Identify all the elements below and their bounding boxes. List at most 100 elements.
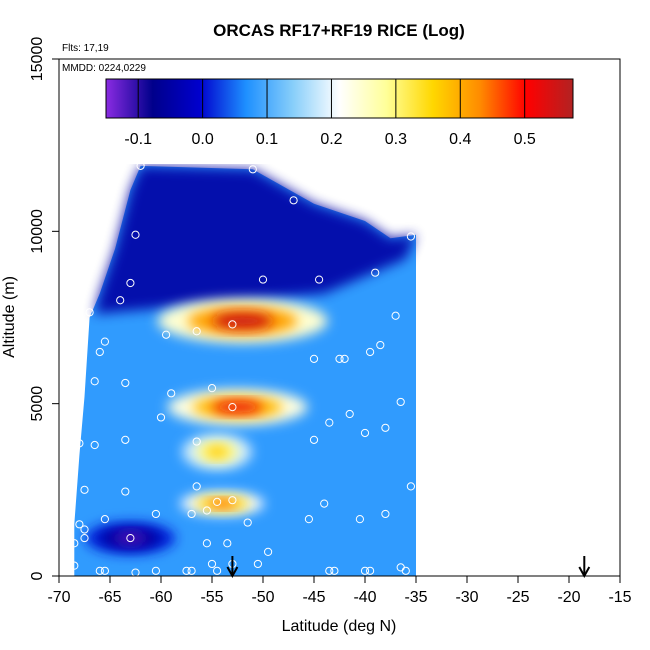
observation-point bbox=[228, 320, 237, 329]
colorbar-tick-label: 0.4 bbox=[449, 131, 471, 148]
observation-point bbox=[192, 327, 201, 336]
observation-point bbox=[90, 440, 99, 450]
observation-point bbox=[330, 566, 339, 575]
observation-point bbox=[360, 428, 370, 438]
x-tick-label: -30 bbox=[455, 589, 478, 606]
observation-point bbox=[126, 533, 135, 543]
observation-point bbox=[325, 418, 334, 427]
field-feature bbox=[207, 499, 238, 508]
observation-point bbox=[315, 275, 324, 284]
x-tick-label: -50 bbox=[251, 589, 274, 606]
observation-point bbox=[100, 337, 110, 346]
observation-point bbox=[80, 533, 89, 543]
observation-point bbox=[207, 559, 217, 569]
x-tick-label: -60 bbox=[149, 589, 172, 606]
observation-point bbox=[371, 268, 380, 277]
x-tick-label: -45 bbox=[302, 589, 325, 606]
colorbar-tick-label: -0.1 bbox=[124, 131, 152, 148]
observation-point bbox=[162, 330, 171, 339]
observation-point bbox=[75, 520, 84, 529]
flights-note: Flts: 17,19 bbox=[62, 43, 109, 54]
observation-point bbox=[228, 403, 237, 412]
x-tick-label: -55 bbox=[200, 589, 223, 606]
observation-point bbox=[202, 539, 211, 548]
observation-point bbox=[207, 384, 217, 393]
field-feature bbox=[205, 445, 230, 458]
observation-point bbox=[100, 515, 110, 524]
observation-point bbox=[202, 506, 211, 515]
x-tick-label: -40 bbox=[353, 589, 376, 606]
observation-point bbox=[90, 377, 99, 386]
observation-point bbox=[187, 566, 196, 575]
field-upper bbox=[94, 165, 416, 315]
observation-point bbox=[345, 409, 354, 419]
observation-point bbox=[248, 165, 257, 174]
y-tick-label: 15000 bbox=[29, 37, 46, 82]
observation-point bbox=[325, 566, 334, 575]
x-tick-label: -70 bbox=[47, 589, 70, 606]
observation-point bbox=[335, 354, 344, 363]
observation-point bbox=[116, 296, 125, 305]
observation-point bbox=[95, 347, 104, 357]
observation-point bbox=[80, 525, 89, 534]
observation-point bbox=[80, 485, 89, 494]
x-tick-label: -35 bbox=[404, 589, 427, 606]
y-tick-label: 0 bbox=[29, 571, 46, 580]
observation-point bbox=[192, 437, 201, 446]
observation-point bbox=[355, 515, 364, 524]
observation-point bbox=[213, 566, 222, 575]
observation-point bbox=[264, 547, 273, 556]
field-feature bbox=[212, 401, 263, 414]
observation-point bbox=[85, 308, 94, 317]
observation-point bbox=[381, 509, 390, 519]
observation-point bbox=[121, 378, 130, 388]
observation-point bbox=[223, 539, 232, 548]
heatmap-field bbox=[74, 165, 417, 576]
y-tick-label: 10000 bbox=[29, 209, 46, 254]
observation-point bbox=[309, 435, 319, 444]
observation-point bbox=[156, 413, 166, 422]
y-axis: 0 5000 10000 15000 bbox=[29, 37, 59, 580]
observation-point bbox=[121, 487, 130, 496]
observation-point bbox=[75, 439, 84, 448]
observation-point bbox=[366, 566, 375, 575]
observation-point bbox=[182, 566, 191, 575]
observation-point bbox=[131, 230, 140, 239]
observation-point bbox=[376, 340, 385, 350]
observation-point bbox=[406, 232, 415, 241]
observation-point bbox=[401, 566, 410, 575]
observation-point bbox=[192, 482, 201, 491]
date-note: MMDD: 0224,0229 bbox=[62, 63, 146, 74]
x-axis: -70 -65 -60 -55 -50 -45 -40 -35 -30 -25 -20 -15 bbox=[47, 576, 632, 606]
observation-point bbox=[167, 389, 176, 398]
colorbar-tick-label: 0.2 bbox=[320, 131, 342, 148]
x-tick-label: -15 bbox=[608, 589, 631, 606]
observation-point bbox=[70, 561, 79, 570]
observation-point bbox=[396, 397, 405, 407]
observation-point bbox=[258, 275, 268, 284]
observation-point bbox=[213, 497, 222, 506]
colorbar-tick-label: 0.5 bbox=[514, 131, 536, 148]
colorbar-tick-label: 0.1 bbox=[256, 131, 278, 148]
observation-point bbox=[151, 509, 160, 519]
colorbar-tick-label: 0.0 bbox=[191, 131, 213, 148]
x-tick-label: -65 bbox=[98, 589, 121, 606]
colorbar-ticks: -0.1 0.0 0.1 0.2 0.3 0.4 0.5 bbox=[124, 79, 536, 148]
observation-point bbox=[228, 496, 237, 505]
observation-point bbox=[95, 566, 104, 575]
y-tick-label: 5000 bbox=[29, 386, 46, 422]
observation-point bbox=[253, 559, 262, 569]
observation-point bbox=[126, 278, 135, 288]
observation-point bbox=[309, 354, 319, 363]
observation-point bbox=[151, 566, 160, 575]
field-feature bbox=[212, 312, 273, 329]
observation-point bbox=[121, 435, 130, 444]
field-feature bbox=[114, 532, 147, 545]
observation-point bbox=[406, 482, 415, 491]
colorbar-box: MMDD: 0224,0229 -0.1 0.0 0.1 0.2 0.3 0.4 0.5 bbox=[59, 59, 620, 164]
colorbar bbox=[105, 78, 574, 119]
y-axis-title: Altitude (m) bbox=[1, 276, 18, 358]
observation-point bbox=[243, 518, 252, 527]
plot-frame bbox=[58, 58, 621, 577]
